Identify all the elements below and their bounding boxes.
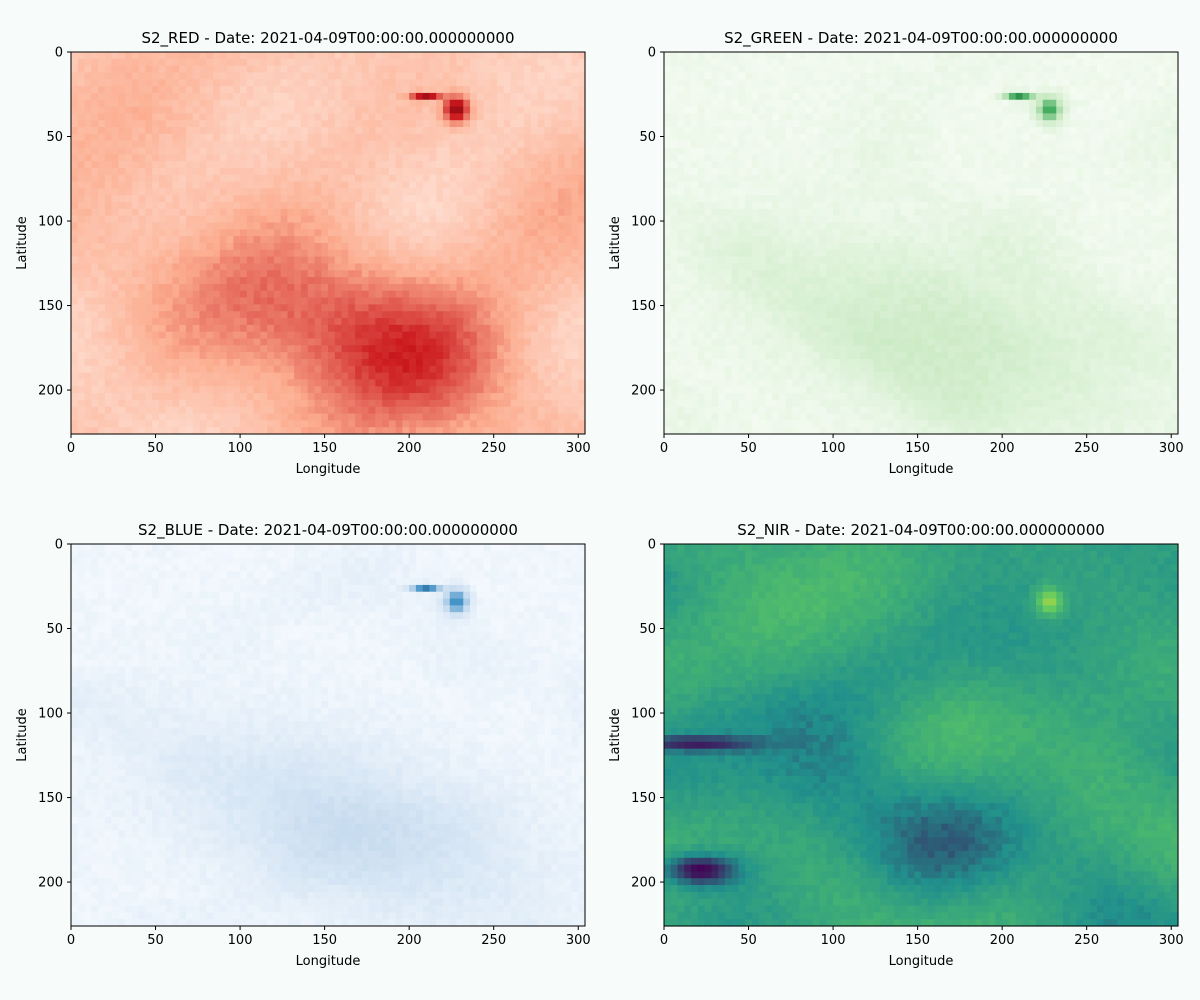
y-axis-label: Latitude bbox=[15, 216, 30, 270]
x-tick-label: 200 bbox=[397, 441, 422, 456]
x-tick-label: 250 bbox=[481, 441, 506, 456]
axes-frame bbox=[663, 51, 1179, 435]
x-tick-label: 50 bbox=[740, 933, 757, 948]
x-tick-label: 250 bbox=[1074, 441, 1099, 456]
y-tick-label: 200 bbox=[631, 384, 656, 399]
y-tick-label: 0 bbox=[648, 46, 656, 61]
y-tick-label: 0 bbox=[55, 46, 63, 61]
y-tick-label: 0 bbox=[55, 538, 63, 553]
x-tick-label: 50 bbox=[147, 441, 164, 456]
y-tick-label: 100 bbox=[38, 707, 63, 722]
x-tick-label: 300 bbox=[566, 441, 591, 456]
x-axis-label: Longitude bbox=[296, 954, 361, 969]
x-tick-label: 250 bbox=[1074, 933, 1099, 948]
heatmap-image bbox=[664, 52, 1179, 435]
y-tick-label: 100 bbox=[631, 215, 656, 230]
x-tick-label: 150 bbox=[312, 441, 337, 456]
heatmap-image bbox=[664, 544, 1179, 927]
y-tick-label: 50 bbox=[639, 130, 656, 145]
x-tick-label: 50 bbox=[147, 933, 164, 948]
subplot-green: S2_GREEN - Date: 2021-04-09T00:00:00.000… bbox=[608, 29, 1184, 477]
x-tick-label: 100 bbox=[228, 933, 253, 948]
y-tick-label: 200 bbox=[38, 876, 63, 891]
subplot-blue: S2_BLUE - Date: 2021-04-09T00:00:00.0000… bbox=[15, 521, 591, 969]
x-tick-label: 250 bbox=[481, 933, 506, 948]
axes-frame bbox=[663, 543, 1179, 927]
y-tick-label: 200 bbox=[631, 876, 656, 891]
y-tick-label: 100 bbox=[38, 215, 63, 230]
x-tick-label: 0 bbox=[67, 933, 75, 948]
subplot-title: S2_RED - Date: 2021-04-09T00:00:00.00000… bbox=[141, 29, 514, 48]
x-axis-label: Longitude bbox=[296, 462, 361, 477]
y-axis-label: Latitude bbox=[608, 216, 623, 270]
y-tick-label: 50 bbox=[639, 622, 656, 637]
x-tick-label: 100 bbox=[821, 441, 846, 456]
axes-frame bbox=[70, 543, 586, 927]
y-tick-label: 150 bbox=[631, 299, 656, 314]
subplot-title: S2_BLUE - Date: 2021-04-09T00:00:00.0000… bbox=[138, 521, 518, 540]
axes-frame bbox=[70, 51, 586, 435]
x-axis-label: Longitude bbox=[889, 462, 954, 477]
x-tick-label: 300 bbox=[566, 933, 591, 948]
x-tick-label: 0 bbox=[67, 441, 75, 456]
y-tick-label: 200 bbox=[38, 384, 63, 399]
x-tick-label: 300 bbox=[1159, 933, 1184, 948]
subplot-nir: S2_NIR - Date: 2021-04-09T00:00:00.00000… bbox=[608, 521, 1184, 969]
heatmap-image bbox=[71, 52, 586, 435]
x-tick-label: 150 bbox=[905, 441, 930, 456]
x-axis-label: Longitude bbox=[889, 954, 954, 969]
y-axis-label: Latitude bbox=[15, 708, 30, 762]
x-tick-label: 0 bbox=[660, 441, 668, 456]
x-tick-label: 150 bbox=[312, 933, 337, 948]
y-axis-label: Latitude bbox=[608, 708, 623, 762]
x-tick-label: 50 bbox=[740, 441, 757, 456]
x-tick-label: 300 bbox=[1159, 441, 1184, 456]
y-tick-label: 150 bbox=[38, 299, 63, 314]
x-tick-label: 150 bbox=[905, 933, 930, 948]
y-tick-label: 50 bbox=[46, 622, 63, 637]
heatmap-image bbox=[71, 544, 586, 927]
subplot-title: S2_GREEN - Date: 2021-04-09T00:00:00.000… bbox=[724, 29, 1118, 48]
y-tick-label: 50 bbox=[46, 130, 63, 145]
x-tick-label: 100 bbox=[821, 933, 846, 948]
subplot-red: S2_RED - Date: 2021-04-09T00:00:00.00000… bbox=[15, 29, 591, 477]
x-tick-label: 200 bbox=[990, 441, 1015, 456]
x-tick-label: 200 bbox=[397, 933, 422, 948]
y-tick-label: 150 bbox=[38, 791, 63, 806]
y-tick-label: 0 bbox=[648, 538, 656, 553]
y-tick-label: 150 bbox=[631, 791, 656, 806]
subplot-title: S2_NIR - Date: 2021-04-09T00:00:00.00000… bbox=[737, 521, 1105, 540]
y-tick-label: 100 bbox=[631, 707, 656, 722]
x-tick-label: 0 bbox=[660, 933, 668, 948]
x-tick-label: 200 bbox=[990, 933, 1015, 948]
x-tick-label: 100 bbox=[228, 441, 253, 456]
